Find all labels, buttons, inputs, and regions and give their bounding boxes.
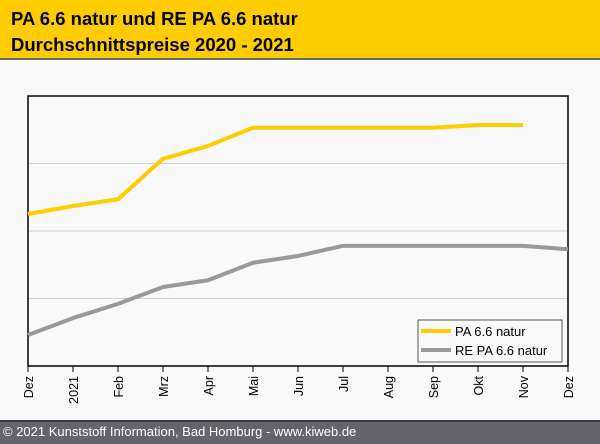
legend-label: RE PA 6.6 natur: [455, 343, 548, 358]
legend-box: [417, 319, 563, 363]
copyright-text: © 2021 Kunststoff Information, Bad Hombu…: [3, 424, 357, 439]
x-tick-label: Mai: [247, 376, 261, 396]
series-line-1: [27, 123, 523, 217]
legend-label: PA 6.6 natur: [455, 324, 526, 339]
chart-header: PA 6.6 natur und RE PA 6.6 natur Durchsc…: [0, 0, 600, 60]
x-tick-label: Jun: [292, 376, 306, 396]
line-chart: Dez 2021 Feb Mrz Apr Mai Jun Jul Aug Sep Okt Nov Dez…: [22, 95, 576, 404]
x-tick-label: Aug: [382, 376, 396, 398]
x-tick-label: Apr: [202, 376, 216, 395]
chart-title-line1: PA 6.6 natur und RE PA 6.6 natur: [11, 8, 298, 29]
chart-title-line2: Durchschnittspreise 2020 - 2021: [11, 34, 294, 55]
footer: © 2021 Kunststoff Information, Bad Hombu…: [0, 420, 600, 444]
x-tick-label: Okt: [472, 375, 486, 395]
x-tick-label: Mrz: [157, 376, 171, 397]
x-tick-label: Dez: [562, 376, 576, 398]
x-tick-label: Jul: [337, 376, 351, 392]
x-tick-label: 2021: [67, 376, 81, 404]
x-tick-label: Sep: [427, 376, 441, 398]
x-tick-label: Nov: [517, 375, 531, 398]
x-tick-label: Feb: [112, 376, 126, 398]
x-tick-label: Dez: [22, 376, 36, 398]
